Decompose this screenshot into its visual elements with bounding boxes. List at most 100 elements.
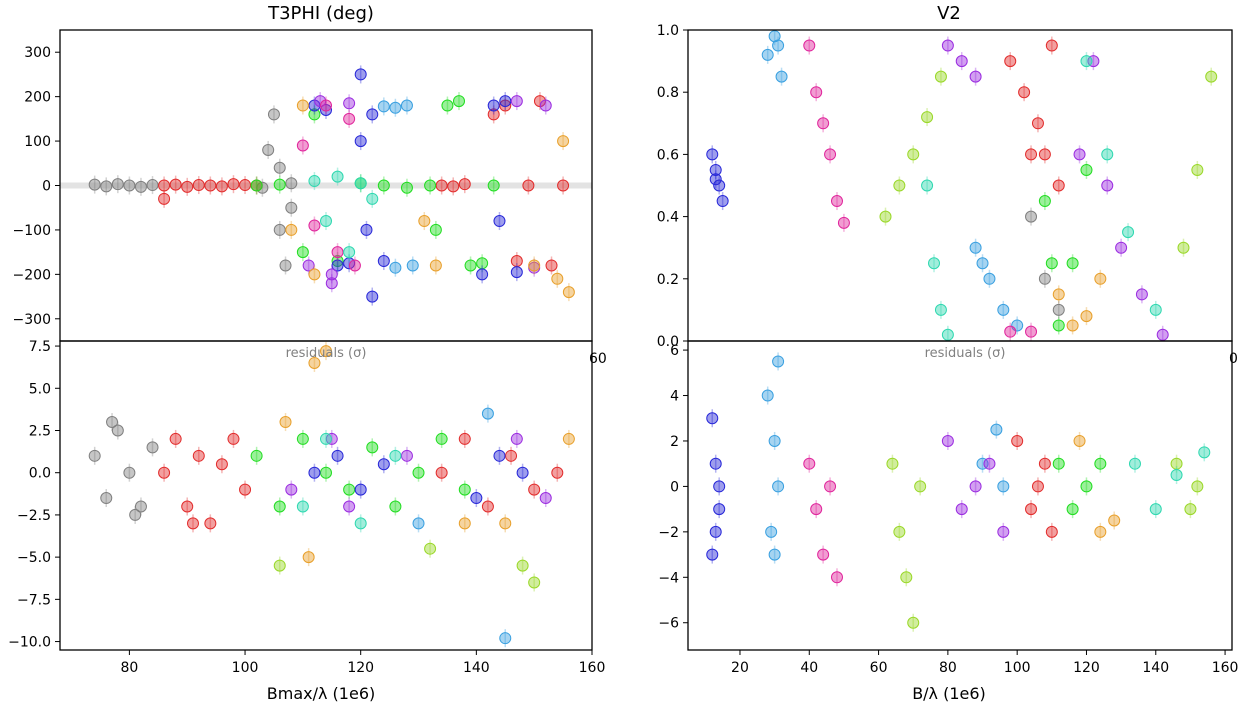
- data-point: [296, 432, 309, 445]
- y-tick-label: 0.6: [657, 147, 679, 163]
- t3phi-residuals-series-gray: [88, 413, 159, 524]
- data-point: [106, 416, 119, 429]
- data-point: [810, 86, 823, 99]
- data-point: [775, 70, 788, 83]
- data-point: [510, 95, 523, 108]
- data-point: [1031, 480, 1044, 493]
- data-point: [1052, 319, 1065, 332]
- y-tick-label: −5.0: [17, 550, 51, 566]
- data-point: [709, 163, 722, 176]
- data-point: [227, 178, 240, 191]
- y-tick-label: −7.5: [17, 592, 51, 608]
- data-point: [250, 179, 263, 192]
- data-point: [285, 223, 298, 236]
- y-tick-label: −300: [13, 312, 51, 328]
- data-point: [88, 178, 101, 191]
- data-point: [146, 441, 159, 454]
- data-point: [955, 503, 968, 516]
- data-point: [934, 303, 947, 316]
- data-point: [279, 416, 292, 429]
- data-point: [470, 492, 483, 505]
- v2-residuals-series-magenta: [803, 454, 843, 587]
- x-tick-label: 100: [232, 660, 259, 676]
- data-point: [181, 500, 194, 513]
- v2-data-frame: [687, 29, 1233, 342]
- data-point: [320, 99, 332, 112]
- data-point: [285, 201, 298, 214]
- data-point: [817, 117, 830, 130]
- data-point: [464, 259, 477, 272]
- data-point: [1087, 55, 1100, 68]
- t3phi-residuals-series-teal: [296, 429, 402, 533]
- data-point: [914, 480, 927, 493]
- data-point: [343, 112, 356, 125]
- t3phi-title: T3PHI (deg): [267, 3, 374, 24]
- data-point: [921, 111, 934, 124]
- data-point: [528, 576, 541, 589]
- data-point: [377, 100, 390, 113]
- data-point: [308, 219, 321, 232]
- data-point: [302, 259, 315, 272]
- data-point: [499, 632, 512, 645]
- y-tick-label: −2: [658, 525, 679, 541]
- t3phi-data-plot-area: [60, 65, 592, 306]
- data-point: [320, 345, 332, 358]
- t3phi-data-series-skyblue: [377, 96, 419, 277]
- data-point: [273, 223, 286, 236]
- data-point: [88, 449, 101, 462]
- data-point: [458, 432, 471, 445]
- data-point: [493, 449, 506, 462]
- data-point: [377, 458, 390, 471]
- data-point: [100, 492, 113, 505]
- data-point: [1149, 303, 1162, 316]
- y-tick-label: 300: [24, 45, 51, 61]
- t3phi-residuals-caption: residuals (σ): [286, 346, 367, 361]
- data-point: [354, 135, 367, 148]
- data-point: [424, 542, 437, 555]
- data-point: [285, 483, 298, 496]
- x-tick-label: 100: [1004, 660, 1031, 676]
- data-point: [928, 257, 941, 270]
- data-point: [1038, 272, 1051, 285]
- data-point: [545, 259, 558, 272]
- data-point: [983, 272, 996, 285]
- data-point: [239, 179, 252, 192]
- data-point: [1004, 325, 1017, 338]
- y-tick-label: 0.4: [657, 210, 679, 226]
- v2-data-series-magenta: [803, 36, 1038, 341]
- data-point: [458, 483, 471, 496]
- x-tick-label: 60: [870, 660, 888, 676]
- data-point: [1191, 480, 1204, 493]
- data-point: [893, 525, 906, 538]
- data-point: [1198, 446, 1211, 459]
- t3phi-residuals-series-blue: [308, 446, 529, 508]
- data-point: [772, 480, 785, 493]
- data-point: [824, 148, 837, 161]
- data-point: [1149, 503, 1162, 516]
- data-point: [510, 432, 523, 445]
- data-point: [557, 135, 570, 148]
- y-tick-label: −4: [658, 570, 679, 586]
- data-point: [941, 328, 954, 341]
- data-point: [562, 432, 575, 445]
- data-point: [406, 259, 419, 272]
- data-point: [181, 180, 194, 193]
- data-point: [510, 266, 523, 279]
- v2-residuals-series-lime: [886, 454, 1204, 632]
- v2-data-series-skyblue: [761, 30, 1024, 335]
- data-point: [1080, 480, 1093, 493]
- data-point: [458, 517, 471, 530]
- data-point: [325, 268, 338, 281]
- data-point: [308, 268, 321, 281]
- data-point: [969, 70, 982, 83]
- y-tick-label: −2.5: [17, 508, 51, 524]
- y-tick-label: −6: [658, 616, 679, 632]
- data-point: [969, 241, 982, 254]
- data-point: [389, 500, 402, 513]
- data-point: [447, 180, 460, 193]
- t3phi-data-series-orange: [285, 96, 575, 302]
- data-point: [134, 500, 147, 513]
- v2-panel: 1.0 0.8 0.6 0.4 0.2 0.0: [657, 23, 1233, 350]
- t3phi-data-series-blue: [308, 65, 523, 306]
